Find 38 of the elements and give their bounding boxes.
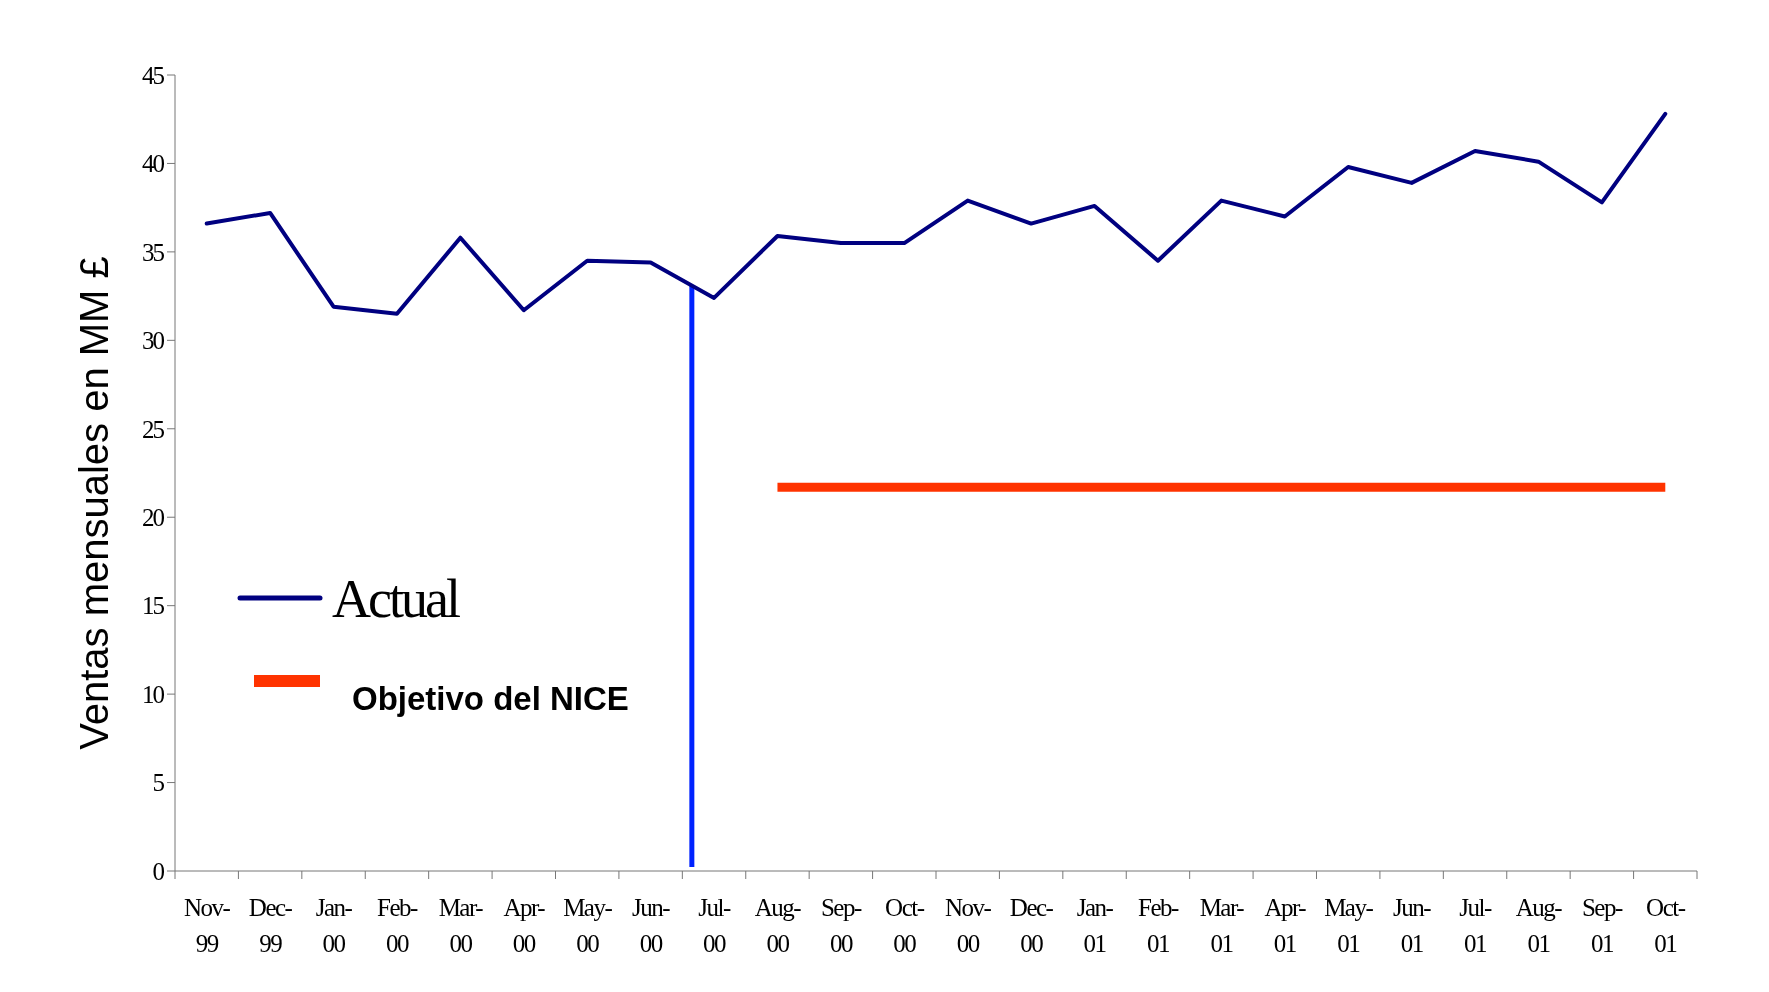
y-tick-label: 25 xyxy=(142,415,165,443)
x-tick-label: Mar-00 xyxy=(438,894,484,957)
x-tick-label: Jul-01 xyxy=(1459,894,1492,957)
line-series xyxy=(204,111,1668,316)
x-tick-label: Aug-00 xyxy=(754,894,802,957)
x-tick-label: Feb-01 xyxy=(1138,894,1180,957)
x-tick-label: Oct-01 xyxy=(1646,894,1686,957)
y-tick-label: 30 xyxy=(142,327,165,355)
x-tick-label: Apr-00 xyxy=(503,894,546,957)
legend-label: Actual xyxy=(332,568,460,629)
y-tick-label: 5 xyxy=(152,769,165,797)
x-tick-label: May-00 xyxy=(563,894,613,957)
x-tick-label: Apr-01 xyxy=(1264,894,1307,957)
x-tick-label: Oct-00 xyxy=(885,894,925,957)
x-tick-label: Jun-01 xyxy=(1393,894,1432,957)
x-tick-label: Dec-99 xyxy=(248,894,293,957)
y-tick-label: 35 xyxy=(142,238,165,266)
y-axis-title: Ventas mensuales en MM £ xyxy=(72,256,116,750)
x-tick-label: Jan-00 xyxy=(315,894,353,957)
x-tick-label: Aug-01 xyxy=(1515,894,1563,957)
y-tick-label: 45 xyxy=(142,61,165,89)
x-tick-label: Jun-00 xyxy=(632,894,671,957)
y-tick-label: 15 xyxy=(142,592,165,620)
y-tick-label: 40 xyxy=(142,150,165,178)
x-tick-label: Dec-00 xyxy=(1009,894,1054,957)
x-tick-label: Sep-01 xyxy=(1581,894,1623,957)
legend-label: Objetivo del NICE xyxy=(352,679,629,717)
x-tick-label: Mar-01 xyxy=(1199,894,1245,957)
x-tick-label: Jul-00 xyxy=(698,894,731,957)
x-tick-label: Feb-00 xyxy=(377,894,419,957)
y-tick-label: 0 xyxy=(152,857,165,885)
x-tick-label: Nov-00 xyxy=(945,894,992,957)
y-tick-label: 20 xyxy=(142,503,165,531)
y-tick-label: 10 xyxy=(142,680,165,708)
x-tick-label: Sep-00 xyxy=(820,894,862,957)
x-tick-label: May-01 xyxy=(1324,894,1374,957)
x-tick-label: Nov-99 xyxy=(184,894,231,957)
x-tick-label: Jan-01 xyxy=(1076,894,1114,957)
